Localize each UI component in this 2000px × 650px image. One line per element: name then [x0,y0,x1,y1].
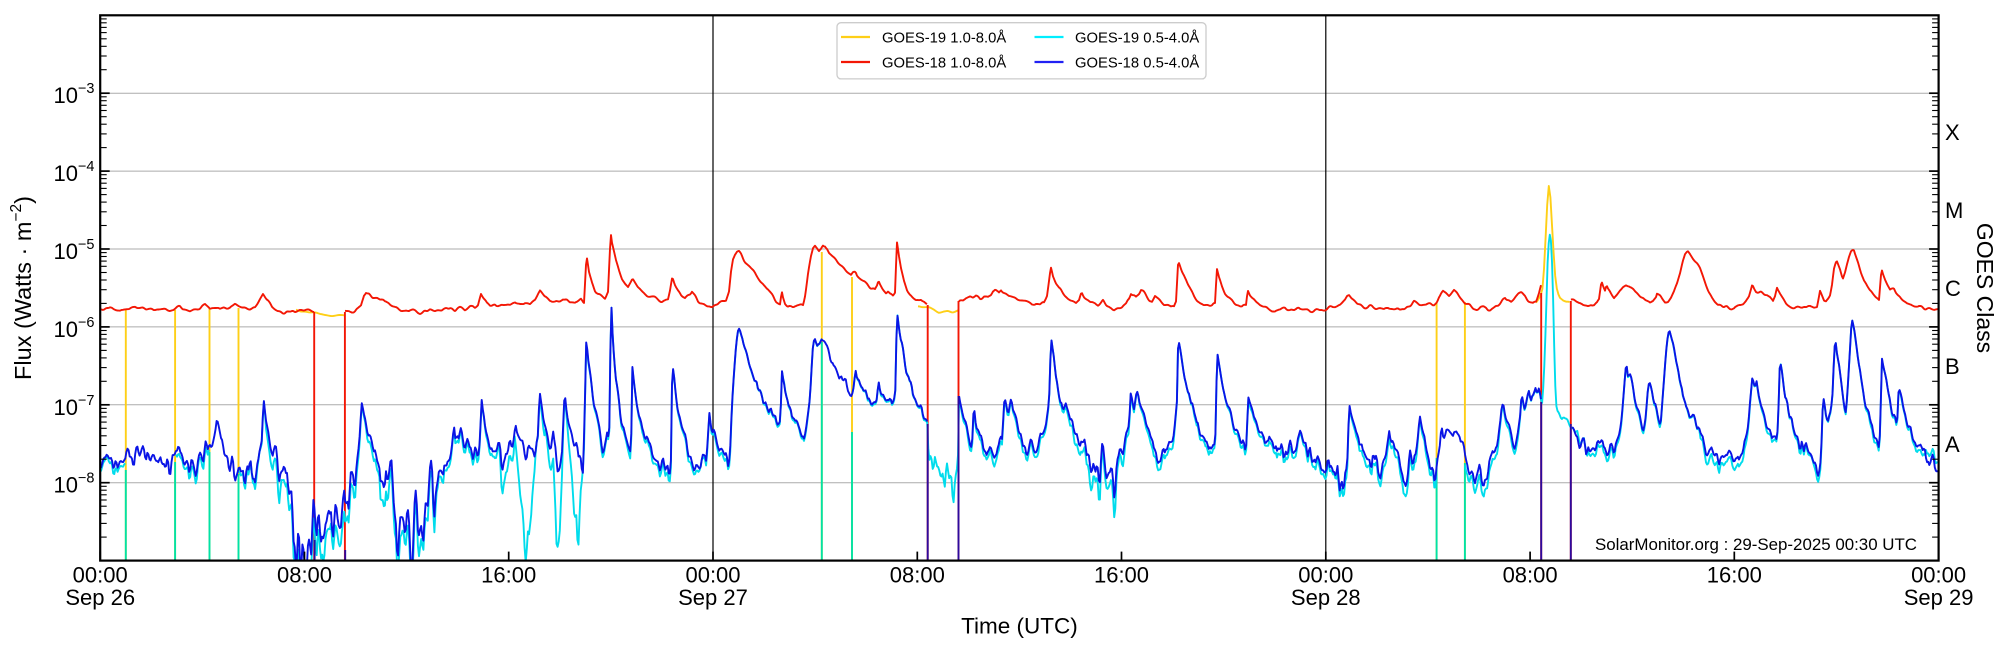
svg-text:00:00: 00:00 [685,563,740,588]
svg-text:Sep 29: Sep 29 [1904,585,1974,610]
svg-text:10−3: 10−3 [53,81,94,108]
svg-text:GOES-18 0.5-4.0Å: GOES-18 0.5-4.0Å [1075,54,1199,71]
svg-text:16:00: 16:00 [481,563,536,588]
svg-text:08:00: 08:00 [277,563,332,588]
svg-text:16:00: 16:00 [1094,563,1149,588]
svg-text:Sep 28: Sep 28 [1291,585,1361,610]
svg-text:GOES Class: GOES Class [1972,223,1998,353]
svg-text:A: A [1945,432,1960,457]
svg-text:GOES-18 1.0-8.0Å: GOES-18 1.0-8.0Å [882,54,1006,71]
svg-text:16:00: 16:00 [1707,563,1762,588]
svg-text:Sep 26: Sep 26 [65,585,135,610]
svg-text:Time (UTC): Time (UTC) [961,614,1078,639]
svg-text:Sep 27: Sep 27 [678,585,748,610]
svg-text:00:00: 00:00 [1298,563,1353,588]
svg-text:08:00: 08:00 [1503,563,1558,588]
svg-text:Flux (Watts · m−2): Flux (Watts · m−2) [8,196,36,380]
svg-text:C: C [1945,276,1961,301]
svg-text:X: X [1945,120,1960,145]
svg-text:GOES-19 1.0-8.0Å: GOES-19 1.0-8.0Å [882,29,1006,46]
svg-text:M: M [1945,198,1963,223]
svg-text:SolarMonitor.org : 29-Sep-2025: SolarMonitor.org : 29-Sep-2025 00:30 UTC [1595,535,1917,554]
svg-text:08:00: 08:00 [890,563,945,588]
svg-text:00:00: 00:00 [73,563,128,588]
svg-text:B: B [1945,354,1960,379]
svg-text:00:00: 00:00 [1911,563,1966,588]
svg-text:GOES-19 0.5-4.0Å: GOES-19 0.5-4.0Å [1075,29,1199,46]
